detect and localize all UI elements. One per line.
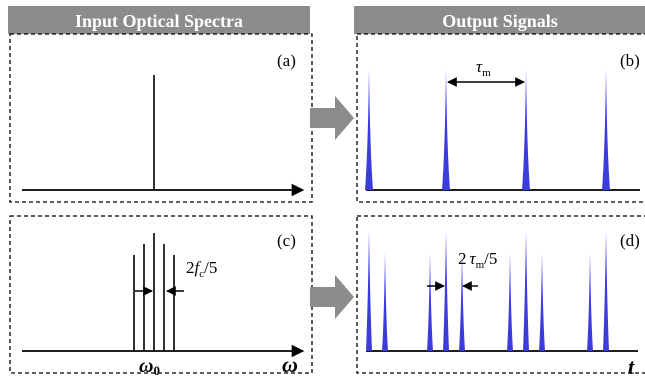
pulse [443,230,449,351]
panel-d-pulse-train [366,230,609,351]
panel-a-label: (a) [277,51,296,70]
pulse [382,252,388,351]
panel-d-label: (d) [620,231,640,250]
panel-d-period-label: 2 τm/5 [458,249,497,271]
pulse [603,230,609,351]
panel-c-spectral-lines [133,233,175,351]
pulse [522,68,530,190]
panel-b-frame [356,33,645,203]
arrow-a-to-b [310,96,354,140]
left-header-title: Input Optical Spectra [75,11,243,31]
left-header-bar [8,6,310,34]
pulse [366,230,372,351]
panel-c-spacing-label: 2fc/5 [186,258,217,280]
panel-a-frame [9,33,313,203]
time-axis-label: t [628,354,635,379]
panel-b-period-label: τm [476,57,491,79]
pulse [587,252,593,351]
pulse [523,230,529,351]
pulse [365,68,373,190]
right-header-title: Output Signals [442,11,558,31]
pulse [427,252,433,351]
pulse [459,252,465,351]
panel-b-pulse-train [365,68,610,190]
pulse [442,68,450,190]
panel-c-frame [9,215,313,374]
pulse [539,252,545,351]
panel-b-label: (b) [620,51,640,70]
pulse [507,252,513,351]
arrow-c-to-d [310,275,354,319]
center-frequency-label: ω0 [139,355,160,378]
panel-d-frame [356,215,645,374]
panel-c-label: (c) [277,231,296,250]
pulse [602,68,610,190]
frequency-axis-label: ω [282,352,298,377]
right-header-bar [354,6,645,34]
